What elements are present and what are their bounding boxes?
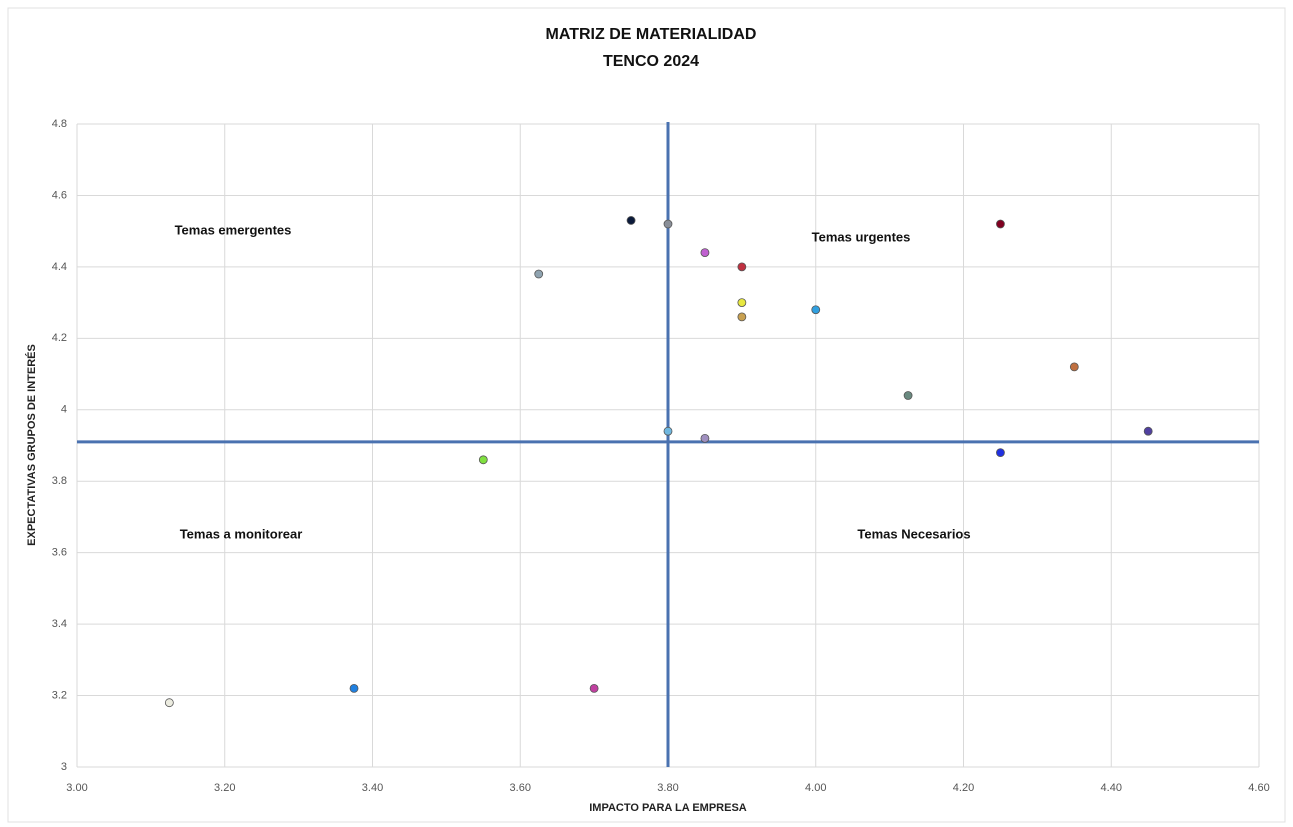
point bbox=[164, 698, 174, 708]
quadrant-label: Temas Necesarios bbox=[857, 526, 970, 541]
x-tick-label: 3.60 bbox=[510, 782, 531, 794]
point bbox=[996, 219, 1005, 229]
point bbox=[700, 433, 710, 443]
chart-title: MATRIZ DE MATERIALIDAD bbox=[546, 26, 757, 43]
point bbox=[589, 684, 599, 693]
y-tick-label: 4.6 bbox=[52, 189, 67, 201]
y-axis-title: EXPECTATIVAS GRUPOS DE INTERÉS bbox=[25, 344, 38, 546]
point bbox=[737, 298, 747, 308]
point bbox=[737, 262, 747, 272]
point bbox=[811, 305, 821, 315]
point bbox=[1143, 426, 1153, 436]
y-tick-label: 4.2 bbox=[52, 332, 67, 344]
quadrant-label: Temas urgentes bbox=[812, 229, 911, 244]
point bbox=[349, 684, 359, 693]
chart-subtitle: TENCO 2024 bbox=[603, 53, 699, 70]
chart-frame bbox=[7, 7, 1286, 823]
y-tick-label: 3.4 bbox=[52, 618, 67, 630]
point bbox=[737, 312, 747, 322]
point bbox=[626, 216, 636, 225]
point bbox=[903, 391, 913, 400]
y-tick-label: 3.6 bbox=[52, 547, 67, 559]
point bbox=[996, 448, 1005, 458]
x-tick-label: 3.20 bbox=[214, 782, 235, 794]
point bbox=[534, 269, 544, 279]
x-tick-label: 3.40 bbox=[362, 782, 383, 794]
point bbox=[663, 219, 673, 229]
quadrant-label: Temas a monitorear bbox=[180, 526, 303, 541]
y-tick-label: 3 bbox=[61, 761, 67, 773]
x-tick-label: 4.60 bbox=[1248, 782, 1269, 794]
y-tick-label: 3.8 bbox=[52, 475, 67, 487]
y-tick-label: 4 bbox=[61, 404, 67, 416]
x-tick-label: 3.80 bbox=[657, 782, 678, 794]
point bbox=[700, 248, 710, 258]
x-tick-label: 4.40 bbox=[1101, 782, 1122, 794]
x-tick-label: 4.20 bbox=[953, 782, 974, 794]
point bbox=[663, 426, 673, 436]
x-tick-label: 4.00 bbox=[805, 782, 826, 794]
y-tick-label: 4.8 bbox=[52, 118, 67, 130]
y-tick-label: 4.4 bbox=[52, 261, 67, 273]
y-tick-label: 3.2 bbox=[52, 689, 67, 701]
x-tick-label: 3.00 bbox=[66, 782, 87, 794]
point bbox=[478, 455, 488, 465]
x-axis-title: IMPACTO PARA LA EMPRESA bbox=[589, 802, 747, 814]
point bbox=[1069, 362, 1079, 372]
quadrant-label: Temas emergentes bbox=[175, 222, 292, 237]
